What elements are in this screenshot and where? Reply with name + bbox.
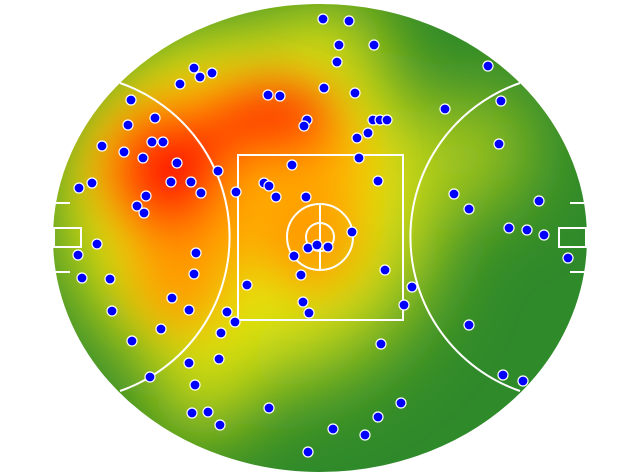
- point: [286, 159, 298, 171]
- point: [318, 82, 330, 94]
- point: [190, 247, 202, 259]
- point: [362, 127, 374, 139]
- point: [349, 87, 361, 99]
- point: [73, 182, 85, 194]
- point: [262, 89, 274, 101]
- point: [448, 188, 460, 200]
- point: [122, 119, 134, 131]
- point: [302, 446, 314, 458]
- point: [270, 191, 282, 203]
- point: [375, 338, 387, 350]
- point: [311, 239, 323, 251]
- point: [188, 62, 200, 74]
- point: [131, 200, 143, 212]
- point: [297, 296, 309, 308]
- point: [230, 186, 242, 198]
- point: [241, 279, 253, 291]
- point: [303, 307, 315, 319]
- point: [140, 190, 152, 202]
- point: [379, 264, 391, 276]
- point: [206, 67, 218, 79]
- point: [72, 249, 84, 261]
- point: [359, 429, 371, 441]
- point: [125, 94, 137, 106]
- point: [331, 56, 343, 68]
- point: [298, 120, 310, 132]
- point: [482, 60, 494, 72]
- point: [146, 136, 158, 148]
- point: [213, 353, 225, 365]
- point: [562, 252, 574, 264]
- point: [165, 176, 177, 188]
- point: [327, 423, 339, 435]
- point: [295, 269, 307, 281]
- point: [106, 305, 118, 317]
- point: [395, 397, 407, 409]
- point: [274, 90, 286, 102]
- point: [155, 323, 167, 335]
- points: [72, 13, 574, 458]
- point: [157, 136, 169, 148]
- point: [497, 369, 509, 381]
- point: [144, 371, 156, 383]
- point: [346, 226, 358, 238]
- point: [495, 95, 507, 107]
- point: [493, 138, 505, 150]
- point: [91, 238, 103, 250]
- point: [263, 402, 275, 414]
- point: [212, 165, 224, 177]
- point: [263, 180, 275, 192]
- point: [86, 177, 98, 189]
- point: [372, 175, 384, 187]
- point: [188, 268, 200, 280]
- point: [533, 195, 545, 207]
- point: [343, 15, 355, 27]
- point: [183, 304, 195, 316]
- point: [322, 241, 334, 253]
- point: [195, 187, 207, 199]
- point: [439, 103, 451, 115]
- point: [333, 39, 345, 51]
- point: [118, 146, 130, 158]
- point: [521, 224, 533, 236]
- point: [126, 335, 138, 347]
- point: [368, 39, 380, 51]
- point: [300, 191, 312, 203]
- point: [351, 132, 363, 144]
- point: [183, 357, 195, 369]
- point: [406, 281, 418, 293]
- point: [149, 112, 161, 124]
- point: [463, 203, 475, 215]
- point: [202, 406, 214, 418]
- heatmap: [52, 3, 588, 473]
- point: [372, 411, 384, 423]
- point: [214, 419, 226, 431]
- point: [353, 152, 365, 164]
- point: [398, 299, 410, 311]
- point: [104, 273, 116, 285]
- point: [463, 319, 475, 331]
- point: [538, 229, 550, 241]
- point: [189, 379, 201, 391]
- point: [517, 375, 529, 387]
- point: [137, 152, 149, 164]
- point: [174, 78, 186, 90]
- point: [166, 292, 178, 304]
- point: [288, 250, 300, 262]
- point: [185, 176, 197, 188]
- point: [194, 71, 206, 83]
- point: [76, 272, 88, 284]
- point: [215, 327, 227, 339]
- point: [186, 407, 198, 419]
- point: [503, 222, 515, 234]
- point: [171, 157, 183, 169]
- point: [221, 306, 233, 318]
- point: [317, 13, 329, 25]
- point: [96, 140, 108, 152]
- point: [229, 316, 241, 328]
- point: [381, 114, 393, 126]
- point: [138, 207, 150, 219]
